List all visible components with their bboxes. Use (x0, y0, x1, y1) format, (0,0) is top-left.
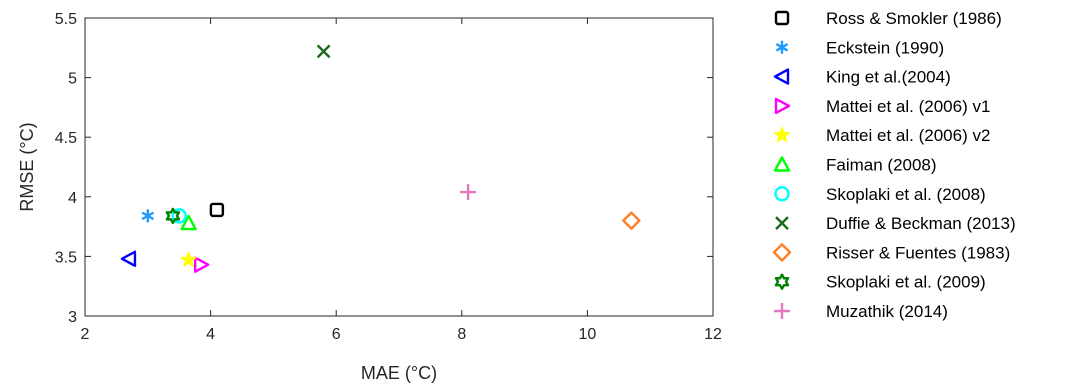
x-tick-label: 6 (332, 326, 341, 343)
legend-label: Muzathik (2014) (826, 302, 948, 321)
y-tick-label: 3 (68, 309, 77, 326)
legend-label: Mattei et al. (2006) v1 (826, 97, 990, 116)
x-axis-label: MAE (°C) (361, 363, 437, 383)
legend-triangle-left-icon (773, 68, 790, 85)
data-point-diamond-icon (622, 211, 641, 230)
legend-x-icon (775, 216, 789, 230)
data-point-x-icon (316, 44, 331, 59)
data-point-triangle-left-icon (120, 250, 137, 267)
x-tick-label: 12 (704, 326, 722, 343)
x-tick-label: 8 (457, 326, 466, 343)
legend-label: Risser & Fuentes (1983) (826, 243, 1010, 262)
data-point-triangle-up-icon (180, 214, 197, 231)
x-tick-label: 4 (206, 326, 215, 343)
legend-label: Mattei et al. (2006) v2 (826, 126, 990, 145)
y-tick-label: 5 (68, 71, 77, 88)
y-tick-label: 4.5 (55, 130, 77, 147)
data-point-star-icon (180, 251, 197, 267)
x-axis-ticks: 2 4 6 8 10 12 (81, 18, 722, 343)
x-tick-label: 10 (579, 326, 597, 343)
legend-label: Duffie & Beckman (2013) (826, 214, 1016, 233)
plot-area (84, 17, 714, 317)
legend-triangle-right-icon (774, 97, 791, 115)
y-tick-label: 4 (68, 190, 77, 207)
y-tick-label: 5.5 (55, 11, 77, 28)
legend-triangle-up-icon (773, 156, 791, 172)
data-point-asterisk-icon (141, 209, 155, 223)
x-tick-label: 2 (81, 326, 90, 343)
legend-label: Faiman (2008) (826, 156, 937, 175)
legend-label: Eckstein (1990) (826, 38, 944, 57)
legend: Ross & Smokler (1986) Eckstein (1990) King… (772, 9, 1016, 321)
y-tick-label: 3.5 (55, 249, 77, 266)
legend-star-icon (773, 126, 791, 143)
data-point-plus-icon (460, 184, 477, 201)
y-axis-ticks: 3 3.5 4 4.5 5 5.5 (55, 11, 713, 326)
legend-label: Skoplaki et al. (2009) (826, 273, 986, 292)
data-points (120, 44, 641, 273)
legend-label: King et al.(2004) (826, 68, 951, 87)
legend-hexagram-icon (774, 273, 790, 290)
legend-label: Ross & Smokler (1986) (826, 9, 1002, 28)
data-point-circle-icon (171, 208, 187, 224)
data-point-triangle-right-icon (193, 256, 210, 273)
legend-diamond-icon (772, 243, 792, 262)
data-point-hexagram-icon (165, 207, 181, 225)
legend-asterisk-icon (775, 40, 789, 54)
legend-label: Skoplaki et al. (2008) (826, 185, 986, 204)
data-point-square-icon (209, 202, 225, 218)
legend-circle-icon (774, 186, 790, 202)
y-axis-label: RMSE (°C) (17, 122, 37, 211)
legend-square-icon (774, 10, 790, 26)
legend-plus-icon (774, 303, 790, 319)
